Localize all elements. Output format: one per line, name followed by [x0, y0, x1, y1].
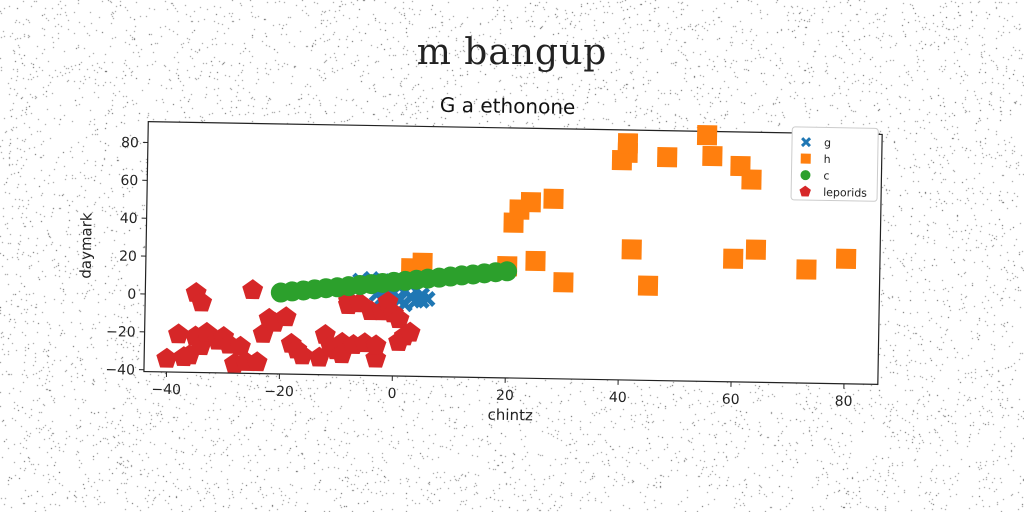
series-h	[400, 125, 857, 296]
data-point-leporids	[191, 291, 213, 312]
x-tick-label: 20	[496, 388, 514, 404]
data-point-leporids	[291, 344, 313, 365]
plot-marks	[156, 125, 857, 373]
y-tick-label: −20	[106, 324, 136, 341]
data-point-c	[497, 261, 518, 282]
data-point-leporids	[388, 308, 410, 329]
legend-box	[790, 126, 879, 202]
data-point-leporids	[168, 323, 189, 344]
data-point-h	[637, 275, 659, 296]
series-c	[270, 261, 518, 303]
data-point-leporids	[399, 321, 421, 342]
data-point-leporids	[229, 335, 251, 356]
data-point-h	[412, 252, 433, 273]
data-point-h	[835, 248, 857, 270]
data-point-h	[543, 188, 564, 209]
y-tick-label: 60	[120, 173, 138, 189]
legend-marker-g	[800, 137, 812, 148]
data-point-h	[520, 192, 542, 213]
data-point-h	[745, 239, 767, 260]
data-point-g	[419, 290, 436, 307]
x-axis-ticks: −40 −20 0 20 40 60 80	[151, 371, 853, 410]
data-point-leporids	[246, 351, 268, 372]
legend-marker-c	[800, 170, 811, 181]
series-leporids	[156, 279, 421, 373]
y-tick-label: 20	[119, 249, 137, 265]
data-point-leporids	[156, 347, 178, 368]
plot-area	[143, 121, 883, 386]
legend-label-g: g	[824, 136, 831, 149]
data-point-h	[617, 133, 639, 154]
chart-figure: G a ethonone −40 −20 0 20 40 60 80 −40 −20 0 20 40…	[77, 93, 883, 425]
legend-label-leporids: leporids	[823, 186, 867, 200]
data-point-h	[553, 272, 574, 293]
data-point-h	[796, 259, 817, 280]
x-axis-label: chintz	[487, 406, 533, 425]
data-point-h	[621, 239, 642, 260]
y-tick-label: −40	[105, 362, 135, 379]
data-point-h	[741, 169, 762, 190]
data-point-leporids	[275, 306, 297, 327]
x-tick-label: 60	[722, 392, 740, 408]
data-point-h	[702, 145, 723, 167]
legend-label-c: c	[823, 169, 829, 182]
legend: ghc leporids	[790, 126, 879, 202]
data-point-h	[696, 125, 718, 146]
figure-suptitle: m bangup	[416, 32, 608, 73]
x-tick-label: −40	[151, 382, 181, 399]
legend-label-h: h	[824, 153, 831, 166]
data-point-h	[525, 250, 546, 272]
legend-marker-h	[800, 153, 811, 164]
y-tick-label: 0	[127, 287, 136, 303]
x-tick-label: 0	[387, 386, 396, 402]
data-point-h	[657, 147, 678, 168]
y-axis-label: daymark	[77, 212, 96, 279]
data-point-leporids	[242, 279, 264, 300]
x-tick-label: −20	[264, 384, 294, 401]
x-tick-label: 80	[835, 394, 853, 410]
legend-marker-leporids	[799, 185, 811, 197]
y-tick-label: 40	[120, 211, 138, 227]
data-point-h	[723, 248, 744, 269]
x-tick-label: 40	[609, 390, 627, 406]
y-tick-label: 80	[121, 135, 139, 151]
chart-title: G a ethonone	[440, 93, 576, 119]
y-axis-ticks: −40 −20 0 20 40 60 80	[105, 135, 148, 379]
data-point-leporids	[365, 334, 387, 355]
